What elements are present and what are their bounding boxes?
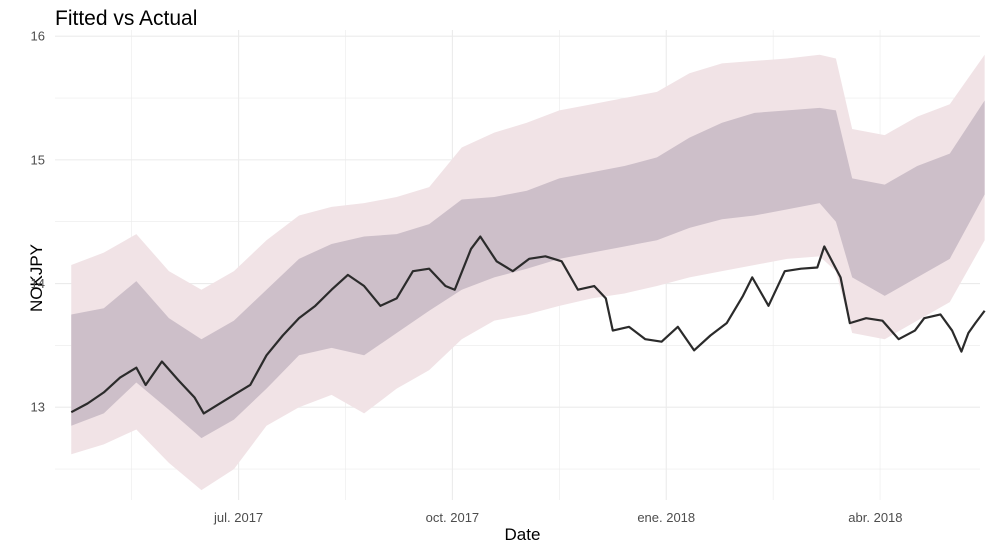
y-tick-label: 16 <box>31 29 45 44</box>
x-tick-label: abr. 2018 <box>848 510 902 525</box>
x-tick-labels: jul. 2017 oct. 2017 ene. 2018 abr. 2018 <box>213 510 902 525</box>
x-axis-label: Date <box>504 525 541 544</box>
x-tick-label: oct. 2017 <box>426 510 480 525</box>
actual-line <box>70 235 986 415</box>
band-inner-80 <box>71 100 985 439</box>
chart-title: Fitted vs Actual <box>55 7 198 30</box>
prediction-bands <box>71 54 985 491</box>
x-tick-label: jul. 2017 <box>213 510 263 525</box>
y-tick-labels: 13 14 15 16 <box>31 29 45 415</box>
x-tick-label: ene. 2018 <box>637 510 695 525</box>
y-tick-label: 15 <box>31 152 45 167</box>
actual-series <box>70 235 986 415</box>
y-tick-label: 14 <box>31 276 45 291</box>
y-tick-label: 13 <box>31 400 45 415</box>
